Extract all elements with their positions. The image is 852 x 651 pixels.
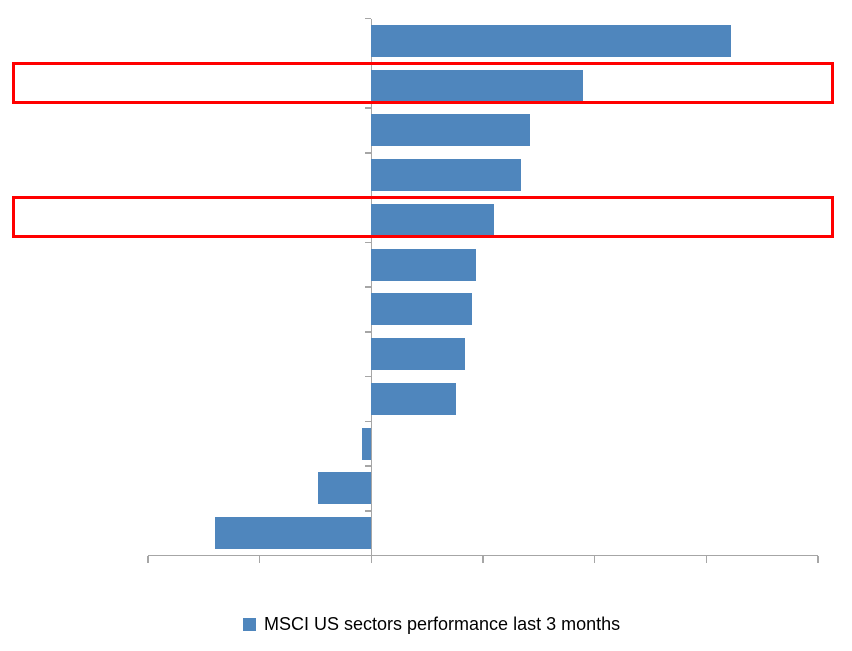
x-axis-tick [705, 555, 708, 563]
highlight-box-utilities [12, 61, 834, 104]
category-label [0, 511, 133, 556]
y-axis-tick [365, 241, 372, 243]
y-axis-tick [365, 465, 372, 467]
highlight-box-real-estate [12, 196, 834, 238]
category-label [0, 242, 133, 287]
legend-marker-icon [243, 617, 256, 631]
value-label [270, 421, 350, 466]
bar [371, 293, 472, 326]
category-label [0, 421, 133, 466]
legend-label: MSCI US sectors performance last 3 month… [264, 613, 621, 634]
bar [371, 338, 466, 371]
category-label [0, 153, 133, 198]
bar [371, 382, 457, 415]
y-axis-tick [365, 286, 372, 288]
y-axis-tick [365, 331, 372, 333]
category-label [0, 332, 133, 377]
bar [371, 69, 584, 102]
y-axis-tick [365, 375, 372, 378]
bar [371, 159, 521, 192]
category-label [0, 287, 133, 332]
category-label [0, 19, 133, 64]
bar [371, 248, 477, 281]
y-axis-tick [365, 17, 372, 20]
bar [371, 24, 731, 57]
x-axis-tick [147, 555, 149, 563]
x-axis-tick [370, 555, 373, 563]
y-axis-tick [365, 510, 372, 512]
y-axis-tick [365, 420, 372, 422]
category-label [0, 377, 133, 422]
y-axis-tick [365, 152, 372, 154]
category-label [0, 466, 133, 511]
x-axis-tick [817, 555, 819, 563]
bar [362, 427, 372, 460]
x-axis-tick [258, 555, 261, 563]
category-label [0, 108, 133, 153]
y-axis-line [370, 18, 373, 556]
bar [371, 203, 495, 236]
bar [215, 517, 372, 550]
bar [317, 472, 372, 505]
x-axis-tick [593, 555, 596, 563]
legend: MSCI US sectors performance last 3 month… [243, 611, 620, 637]
value-label [123, 511, 203, 556]
y-axis-tick [365, 107, 372, 109]
bar [371, 114, 530, 147]
value-label [226, 466, 306, 511]
x-axis-tick [482, 555, 484, 563]
